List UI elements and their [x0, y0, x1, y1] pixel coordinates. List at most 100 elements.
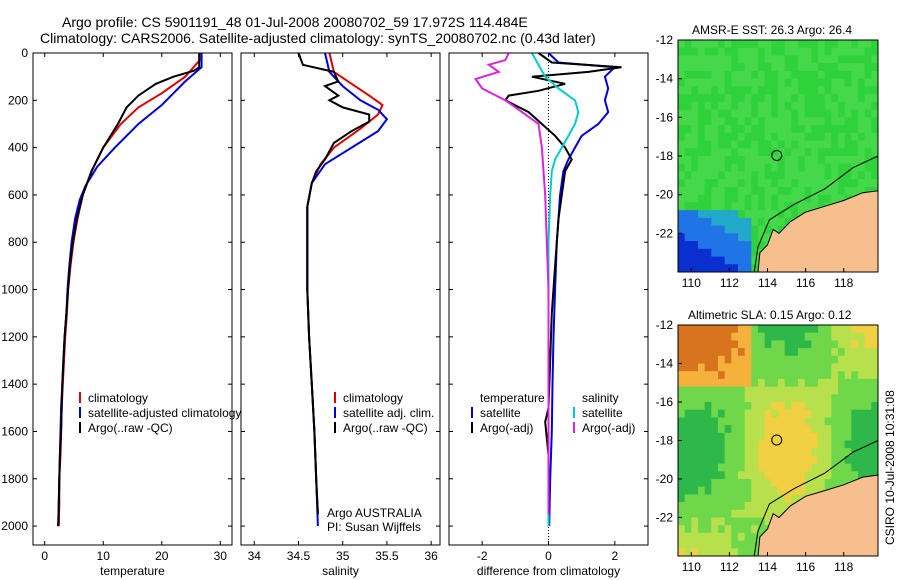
map-cell: [791, 494, 799, 503]
map-cell: [758, 94, 766, 103]
shelf-contour: [753, 440, 879, 557]
map-cell: [858, 140, 866, 149]
map-cell: [764, 63, 772, 72]
map-cell: [718, 70, 726, 80]
map-cell: [871, 148, 879, 157]
y-tick-label: 400: [8, 141, 28, 155]
map-cell: [804, 448, 812, 457]
map-cell: [818, 402, 826, 411]
map-cell: [731, 117, 739, 126]
map-cell: [758, 479, 766, 488]
map-cell: [844, 448, 852, 457]
map-cell: [744, 455, 752, 465]
map-cell: [678, 171, 686, 180]
series-line-argo-raw-qc-: [297, 52, 371, 515]
map-cell: [704, 471, 712, 480]
map-cell: [684, 264, 692, 273]
map-cell: [864, 348, 872, 357]
y-tick-label: 200: [8, 93, 28, 107]
map-cell: [804, 455, 812, 465]
sst-map-title: AMSR-E SST: 26.3 Argo: 26.4: [692, 23, 853, 37]
map-cell: [711, 171, 719, 180]
map-cell: [704, 63, 712, 72]
map-cell: [704, 202, 712, 211]
map-cell: [704, 40, 712, 49]
legend-label: satellite adj. clim.: [343, 406, 434, 420]
map-cell: [851, 348, 859, 357]
map-cell: [824, 440, 832, 449]
map-cell: [718, 540, 726, 549]
map-cell: [731, 163, 739, 172]
legend-label: climatology: [88, 391, 148, 405]
map-cell: [678, 378, 686, 388]
x-tick-label: 0: [545, 549, 552, 563]
map-cell: [751, 325, 759, 334]
map-cell: [818, 140, 826, 149]
map-cell: [778, 348, 786, 357]
map-cell: [871, 348, 879, 357]
map-cell: [804, 432, 812, 441]
map-cell: [784, 179, 792, 188]
map-cell: [698, 348, 706, 357]
map-cell: [778, 55, 786, 64]
map-cell: [718, 109, 726, 118]
legend-label: Argo(..raw -QC): [343, 421, 428, 435]
map-cell: [711, 479, 719, 488]
map-cell: [871, 179, 879, 188]
map-cell: [744, 132, 752, 142]
map-cell: [784, 63, 792, 72]
map-cell: [791, 340, 799, 349]
map-cell: [784, 417, 792, 426]
map-cell: [731, 225, 739, 234]
map-cell: [731, 148, 739, 157]
map-cell: [711, 40, 719, 49]
map-cell: [751, 417, 759, 426]
map-cell: [831, 363, 839, 372]
map-cell: [838, 386, 846, 395]
map-cell: [791, 156, 799, 165]
map-cell: [811, 47, 819, 56]
map-cell: [771, 148, 779, 157]
map-cell: [758, 171, 766, 180]
legend-label: Argo(-adj): [480, 421, 533, 435]
map-cell: [811, 394, 819, 403]
map-cell: [711, 517, 719, 526]
map-cell: [871, 440, 879, 449]
map-cell: [711, 378, 719, 388]
map-cell: [731, 363, 739, 372]
map-cell: [724, 425, 732, 434]
map-cell: [864, 63, 872, 72]
map-cell: [784, 463, 792, 472]
map-cell: [724, 479, 732, 488]
lat-tick-label: -14: [656, 72, 674, 86]
map-cell: [784, 148, 792, 157]
map-cell: [718, 225, 726, 234]
map-cell: [684, 325, 692, 334]
map-cell: [698, 548, 706, 557]
map-cell: [858, 171, 866, 180]
map-cell: [764, 417, 772, 426]
map-cell: [871, 332, 879, 341]
map-cell: [798, 109, 806, 118]
map-cell: [691, 94, 699, 103]
map-cell: [831, 55, 839, 64]
map-cell: [704, 394, 712, 403]
map-cell: [731, 325, 739, 334]
map-cell: [851, 163, 859, 172]
map-cell: [684, 432, 692, 441]
map-cell: [724, 532, 732, 542]
map-cell: [871, 425, 879, 434]
argo-location-marker: [771, 149, 783, 161]
map-cell: [818, 109, 826, 118]
map-cell: [871, 171, 879, 180]
map-cell: [738, 210, 746, 219]
map-cell: [684, 217, 692, 227]
map-cell: [691, 517, 699, 526]
map-cell: [858, 332, 866, 341]
map-cell: [771, 78, 779, 87]
map-cell: [871, 70, 879, 80]
map-cell: [738, 94, 746, 103]
map-cell: [678, 55, 686, 64]
map-cell: [844, 78, 852, 87]
map-cell: [798, 179, 806, 188]
